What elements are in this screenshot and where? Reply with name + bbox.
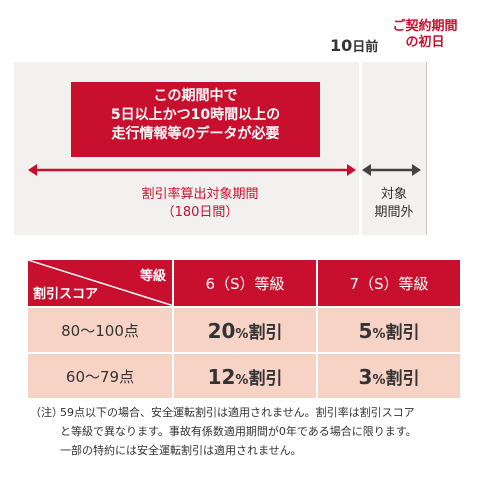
contract-start-label: ご契約期間 の初日 [386, 19, 464, 51]
discount-rate-cell: 5%割引 [316, 306, 462, 354]
footnote-line1: 59点以下の場合、安全運転割引は適用されません。割引率は割引スコア [60, 406, 415, 419]
discount-table: 等級 割引スコア 6（S）等級 7（S）等級 80〜100点 20%割引 5%割… [26, 258, 462, 400]
footnote-line3: 一部の特約には安全運転割引は適用されません。 [60, 444, 302, 457]
corner-grade-label: 等級 [139, 269, 166, 284]
score-range-cell: 80〜100点 [26, 306, 174, 354]
contract-start-line2: の初日 [405, 35, 445, 50]
target-period-arrow [28, 164, 356, 176]
requirement-line3: 走行情報等のデータが必要 [111, 126, 280, 142]
rate-percent: % [372, 372, 386, 388]
rate-percent: % [235, 372, 249, 388]
table-header-row: 等級 割引スコア 6（S）等級 7（S）等級 [26, 258, 462, 308]
rate-percent: % [235, 326, 249, 342]
ten-days-before-label: 10日前 [330, 38, 378, 56]
rate-text: 割引 [248, 368, 283, 389]
table-corner-cell: 等級 割引スコア [26, 258, 174, 308]
table-row: 80〜100点 20%割引 5%割引 [26, 306, 462, 354]
rate-number: 20 [207, 318, 236, 343]
rate-percent: % [372, 326, 386, 342]
column-header-6s: 6（S）等級 [172, 258, 318, 308]
outside-period-panel [362, 62, 426, 235]
corner-score-label: 割引スコア [33, 287, 99, 302]
ten-days-suffix: 日前 [352, 40, 379, 55]
discount-rate-cell: 3%割引 [316, 352, 462, 400]
outside-period-label: 対象 期間外 [362, 186, 426, 222]
rate-number: 12 [207, 364, 236, 389]
contract-start-line [426, 62, 427, 235]
ten-days-number: 10 [330, 36, 353, 55]
discount-rate-cell: 20%割引 [172, 306, 318, 354]
rate-number: 5 [358, 318, 373, 343]
outside-period-line2: 期間外 [374, 205, 414, 220]
corner-diagonal [29, 261, 171, 305]
outside-period-line1: 対象 [380, 187, 407, 202]
rate-text: 割引 [385, 322, 420, 343]
footnote-line2: と等級で異なります。事故有係数適用期間が0年である場合に限ります。 [60, 425, 417, 438]
contract-start-line1: ご契約期間 [392, 19, 458, 34]
discount-rate-cell: 12%割引 [172, 352, 318, 400]
rate-number: 3 [358, 364, 373, 389]
column-header-7s: 7（S）等級 [316, 258, 462, 308]
footnote-marker: （注） [30, 406, 63, 419]
footnote-body: 59点以下の場合、安全運転割引は適用されません。割引率は割引スコア と等級で異な… [60, 403, 470, 460]
target-period-label: 割引率算出対象期間 （180日間） [100, 186, 300, 222]
requirement-line1: この期間中で [153, 88, 238, 104]
score-range-cell: 60〜79点 [26, 352, 174, 400]
rate-text: 割引 [248, 322, 283, 343]
data-requirement-box: この期間中で 5日以上かつ10時間以上の 走行情報等のデータが必要 [71, 82, 320, 157]
target-period-line1: 割引率算出対象期間 [141, 187, 259, 202]
requirement-line2: 5日以上かつ10時間以上の [110, 107, 281, 123]
target-period-line2: （180日間） [161, 205, 239, 220]
table-row: 60〜79点 12%割引 3%割引 [26, 352, 462, 400]
outside-period-arrow [362, 164, 421, 176]
rate-text: 割引 [385, 368, 420, 389]
